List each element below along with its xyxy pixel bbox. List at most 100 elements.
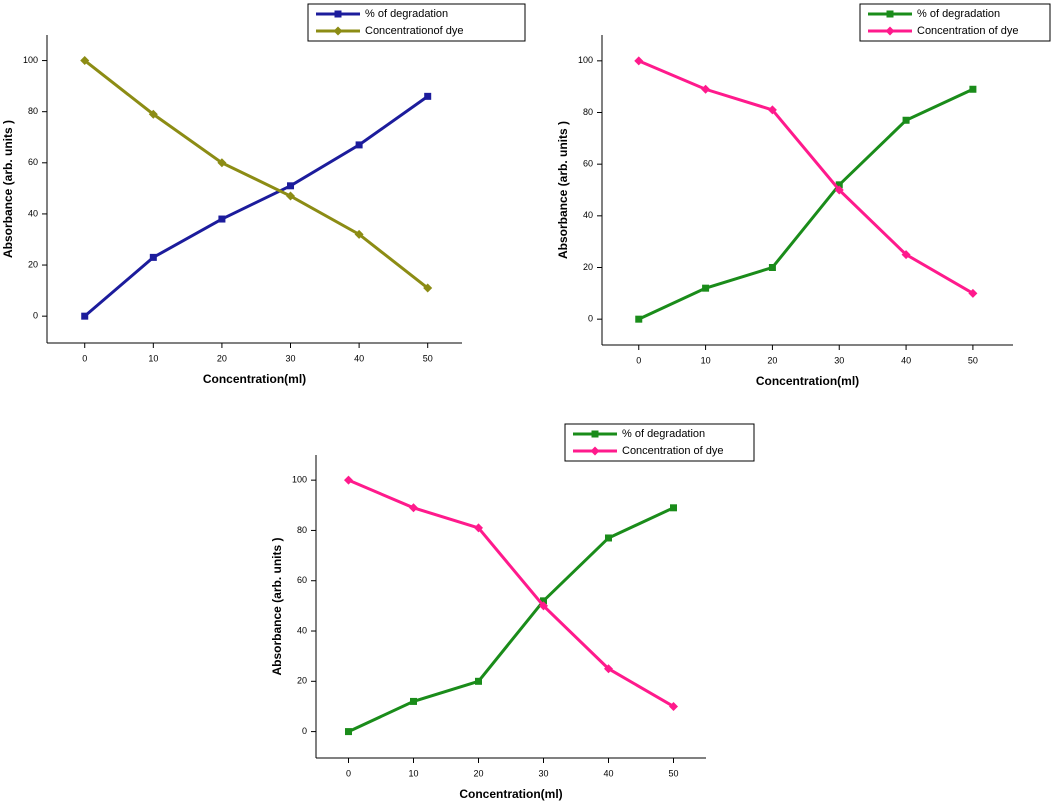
marker [539,601,548,611]
legend-label: Concentration of dye [917,25,1019,37]
x-tick-label: 0 [82,353,87,363]
y-tick-label: 0 [588,314,593,324]
marker [902,116,910,124]
y-tick-label: 40 [583,210,593,220]
marker [474,523,483,533]
y-axis-label: Absorbance (arb. units ) [556,121,570,259]
legend-marker [885,26,895,36]
legend-label: % of degradation [365,8,448,20]
marker [605,534,612,542]
x-axis-label: Concentration(ml) [459,787,562,801]
x-tick-label: 30 [286,353,296,363]
y-tick-label: 60 [583,159,593,169]
legend-label: % of degradation [622,428,705,440]
y-tick-label: 0 [33,311,38,321]
marker [969,85,977,93]
x-tick-label: 40 [354,353,364,363]
marker [409,503,418,513]
y-tick-label: 0 [302,726,307,736]
y-tick-label: 80 [583,107,593,117]
y-tick-label: 60 [297,575,307,585]
legend-marker [334,10,342,18]
series-line [83,59,429,290]
marker [424,92,432,100]
y-axis-label: Absorbance (arb. units ) [1,120,15,258]
marker [669,701,678,711]
y-tick-label: 100 [578,55,593,65]
legend-marker [333,26,343,36]
chart: 0 20 40 60 80 100 0 10 20 30 40 50 Concentration(ml)… [270,423,755,801]
marker [835,181,843,189]
y-tick-label: 20 [583,262,593,272]
chart: 0 20 40 60 80 100 0 10 20 30 40 50 Concentration(ml)… [556,3,1051,388]
legend-marker [886,10,894,18]
y-tick-label: 60 [28,157,38,167]
marker [634,56,644,66]
series-line [347,506,675,733]
marker [767,105,777,115]
marker [670,504,677,512]
x-tick-label: 20 [217,353,227,363]
series-line [347,478,675,708]
x-tick-label: 20 [767,355,777,365]
marker [148,109,158,119]
marker [218,215,226,223]
x-axis-label: Concentration(ml) [203,372,306,386]
marker [81,312,89,320]
y-tick-label: 40 [297,625,307,635]
y-tick-label: 80 [297,525,307,535]
x-tick-label: 40 [901,355,911,365]
legend-label: % of degradation [917,8,1000,20]
y-axis-label: Absorbance (arb. units ) [270,537,284,675]
legend-box [307,3,526,42]
series-line [83,95,429,318]
legend-box [859,3,1051,42]
series-line [638,59,974,295]
x-tick-label: 0 [346,768,351,778]
y-tick-label: 40 [28,208,38,218]
marker [701,84,711,94]
x-tick-label: 50 [423,353,433,363]
x-tick-label: 10 [408,768,418,778]
marker [423,283,433,293]
legend-marker [590,446,600,456]
marker [286,191,296,201]
y-tick-label: 100 [23,55,38,65]
legend-marker [591,430,599,438]
marker [702,284,710,292]
marker [149,253,157,261]
marker [355,141,363,149]
x-tick-label: 10 [701,355,711,365]
series-line [638,87,974,321]
legend-label: Concentration of dye [622,445,724,457]
x-axis-label: Concentration(ml) [756,374,859,388]
x-tick-label: 30 [834,355,844,365]
marker [604,664,613,674]
y-tick-label: 100 [292,475,307,485]
x-tick-label: 20 [473,768,483,778]
marker [968,288,978,298]
marker [217,158,227,168]
legend-label: Concentrationof dye [365,25,463,37]
x-tick-label: 50 [668,768,678,778]
y-tick-label: 20 [28,259,38,269]
x-tick-label: 40 [603,768,613,778]
x-tick-label: 50 [968,355,978,365]
marker [635,315,643,323]
y-tick-label: 80 [28,106,38,116]
marker [287,182,295,190]
marker [834,185,844,195]
marker [475,677,482,685]
marker [901,250,911,260]
y-tick-label: 20 [297,676,307,686]
legend-box [564,423,755,462]
marker [344,475,353,485]
marker [410,697,417,705]
marker [540,597,547,605]
marker [345,728,352,736]
x-tick-label: 30 [538,768,548,778]
x-tick-label: 10 [148,353,158,363]
x-tick-label: 0 [636,355,641,365]
marker [80,56,90,66]
